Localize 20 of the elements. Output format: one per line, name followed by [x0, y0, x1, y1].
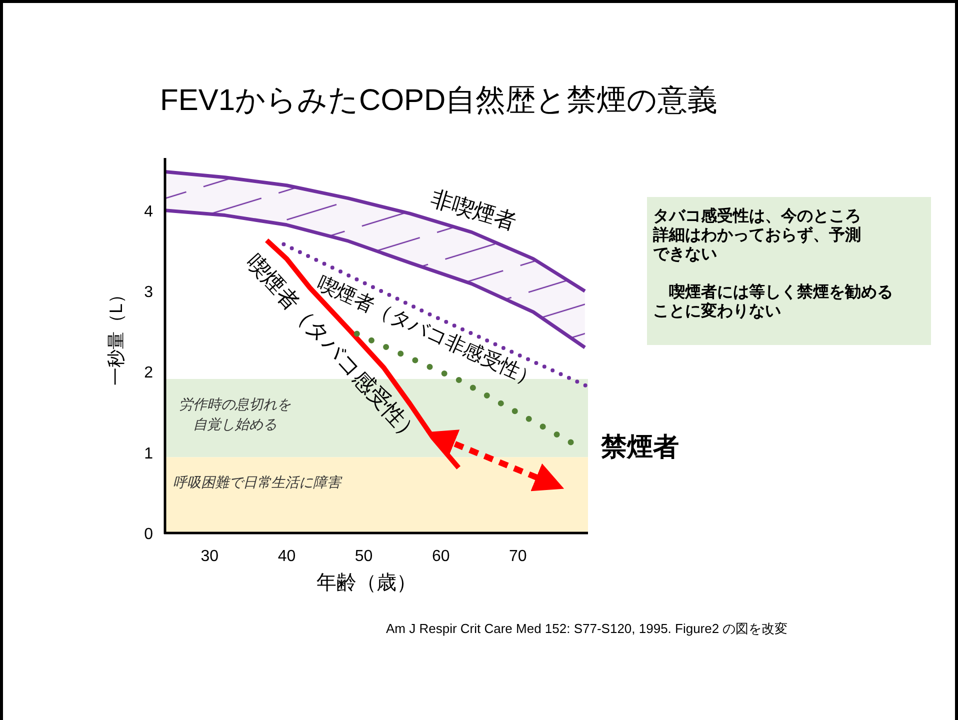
text: 喫煙者には等しく禁煙を勧めることに変わりない: [653, 283, 893, 321]
series-label: 禁煙者: [600, 432, 679, 462]
y-tick-label: 0: [144, 526, 154, 543]
x-tick-label: 40: [278, 548, 296, 565]
text: タバコ感受性は、今のところ詳細はわかっておらず、予測できない: [653, 207, 862, 264]
x-tick-label: 50: [354, 548, 373, 565]
y-tick-label: 2: [144, 364, 154, 382]
text: 非喫煙者: [428, 185, 520, 235]
x-tick-label: 60: [432, 548, 450, 565]
x-tick-label: 30: [200, 548, 219, 565]
band-label: 呼吸困難で日常生活に障害: [173, 474, 343, 490]
y-tick-label: 1: [144, 445, 154, 462]
chart-title: FEV1からみたCOPD自然歴と禁煙の意義: [160, 84, 718, 117]
band-label: 労作時の息切れを自覚し始める: [179, 396, 291, 432]
x-tick-label: 70: [508, 548, 527, 565]
y-tick-label: 3: [144, 284, 154, 302]
y-tick-label: 4: [144, 203, 154, 220]
y-axis-title: 一秒量（L）: [106, 285, 126, 386]
text: Am J Respir Crit Care Med 152: S77-S120, 1995. Figure2 の図を改変: [386, 620, 788, 638]
x-axis-title: 年齢（歳）: [316, 572, 416, 594]
